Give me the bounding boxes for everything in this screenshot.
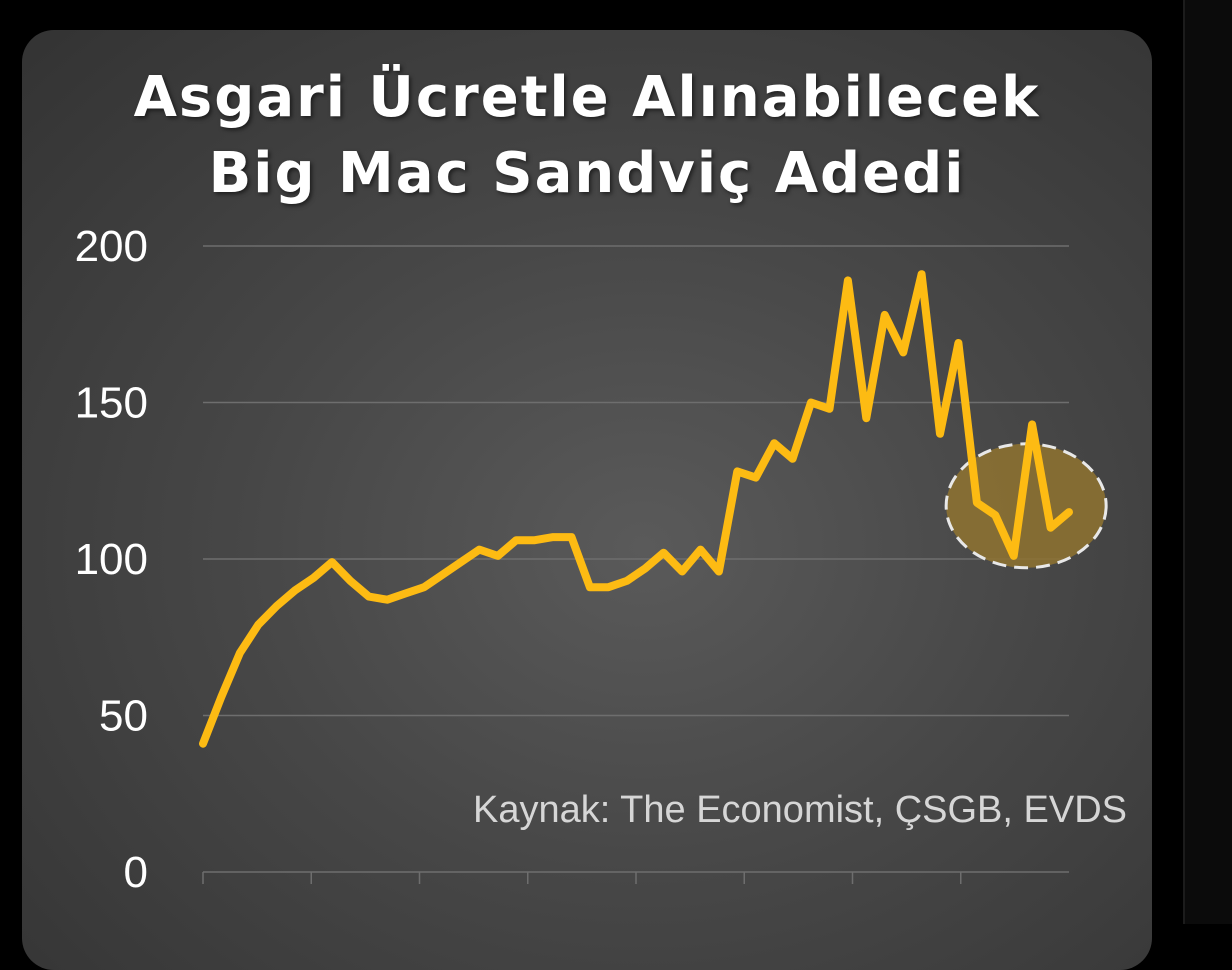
- data-point: [994, 514, 997, 517]
- data-point: [662, 551, 665, 554]
- chart-title-line-1: Asgari Ücretle Alınabilecek: [133, 65, 1041, 130]
- line-chart: 0 50 100 150 200 Kaynak: The Economist, ÇSGB,…: [75, 222, 1127, 897]
- data-point: [570, 536, 573, 539]
- data-point: [1031, 423, 1034, 426]
- data-point: [607, 586, 610, 589]
- data-point: [810, 401, 813, 404]
- data-point: [257, 623, 260, 626]
- y-tick-label: 150: [75, 379, 148, 428]
- chart-card: Asgari Ücretle Alınabilecek Big Mac Sand…: [22, 30, 1152, 970]
- data-point: [423, 586, 426, 589]
- data-point: [957, 342, 960, 345]
- data-point: [846, 279, 849, 282]
- data-point: [552, 536, 555, 539]
- data-point: [367, 595, 370, 598]
- source-note: Kaynak: The Economist, ÇSGB, EVDS: [473, 789, 1127, 831]
- data-point: [478, 548, 481, 551]
- data-point: [699, 548, 702, 551]
- data-point: [717, 570, 720, 573]
- data-point: [275, 604, 278, 607]
- data-point: [644, 567, 647, 570]
- y-tick-label: 50: [99, 692, 148, 741]
- data-point: [515, 539, 518, 542]
- data-point: [588, 586, 591, 589]
- data-point: [865, 417, 868, 420]
- data-point: [349, 579, 352, 582]
- data-point: [220, 695, 223, 698]
- y-tick-label: 200: [75, 222, 148, 271]
- data-point: [791, 457, 794, 460]
- chart-title: Asgari Ücretle Alınabilecek Big Mac Sand…: [22, 60, 1152, 212]
- data-point: [736, 470, 739, 473]
- right-panel-edge: [1183, 0, 1232, 924]
- chart-title-line-2: Big Mac Sandviç Adedi: [208, 141, 966, 206]
- data-point: [202, 742, 204, 745]
- data-point: [441, 573, 444, 576]
- data-point: [1049, 526, 1052, 529]
- data-point: [533, 539, 536, 542]
- data-point: [773, 442, 776, 445]
- data-point: [920, 273, 923, 276]
- data-point: [312, 576, 315, 579]
- data-point: [975, 501, 978, 504]
- y-tick-label: 0: [124, 848, 148, 897]
- data-point: [238, 651, 241, 654]
- data-point: [404, 592, 407, 595]
- data-point: [459, 561, 462, 564]
- data-point: [496, 554, 499, 557]
- data-point: [754, 476, 757, 479]
- data-point: [294, 589, 297, 592]
- data-point: [330, 561, 333, 564]
- data-point: [828, 407, 831, 410]
- y-tick-label: 100: [75, 535, 148, 584]
- data-point: [939, 432, 942, 435]
- data-point: [1012, 554, 1015, 557]
- data-point: [883, 313, 886, 316]
- data-point: [902, 351, 905, 354]
- data-point: [681, 570, 684, 573]
- data-point: [386, 598, 389, 601]
- series-line: [199, 270, 1073, 748]
- data-point: [625, 579, 628, 582]
- data-point: [1068, 511, 1070, 514]
